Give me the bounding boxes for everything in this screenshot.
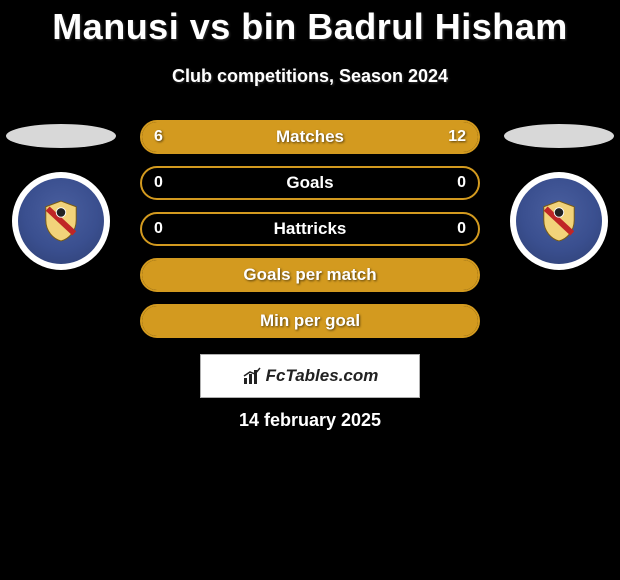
stat-label: Goals <box>142 168 478 198</box>
badge-inner <box>516 178 602 264</box>
shield-icon <box>540 199 578 243</box>
comparison-infographic: Manusi vs bin Badrul Hisham Club competi… <box>0 0 620 580</box>
source-logo: FcTables.com <box>242 366 379 386</box>
stat-row: Min per goal <box>140 304 480 338</box>
stat-label: Matches <box>142 122 478 152</box>
stats-panel: 612Matches 00Goals 00Hattricks Goals per ma… <box>140 120 480 350</box>
stat-row: 612Matches <box>140 120 480 154</box>
page-title: Manusi vs bin Badrul Hisham <box>0 0 620 48</box>
stat-row: Goals per match <box>140 258 480 292</box>
stat-label: Min per goal <box>142 306 478 336</box>
chart-icon <box>242 366 262 386</box>
source-logo-box: FcTables.com <box>200 354 420 398</box>
stat-row: 00Hattricks <box>140 212 480 246</box>
badge-inner <box>18 178 104 264</box>
stat-row: 00Goals <box>140 166 480 200</box>
player2-club-badge <box>510 172 608 270</box>
date-text: 14 february 2025 <box>0 410 620 431</box>
stat-label: Hattricks <box>142 214 478 244</box>
source-logo-text: FcTables.com <box>266 366 379 386</box>
left-ellipse-shadow <box>6 124 116 148</box>
stat-label: Goals per match <box>142 260 478 290</box>
player1-club-badge <box>12 172 110 270</box>
shield-icon <box>42 199 80 243</box>
right-ellipse-shadow <box>504 124 614 148</box>
page-subtitle: Club competitions, Season 2024 <box>0 66 620 87</box>
